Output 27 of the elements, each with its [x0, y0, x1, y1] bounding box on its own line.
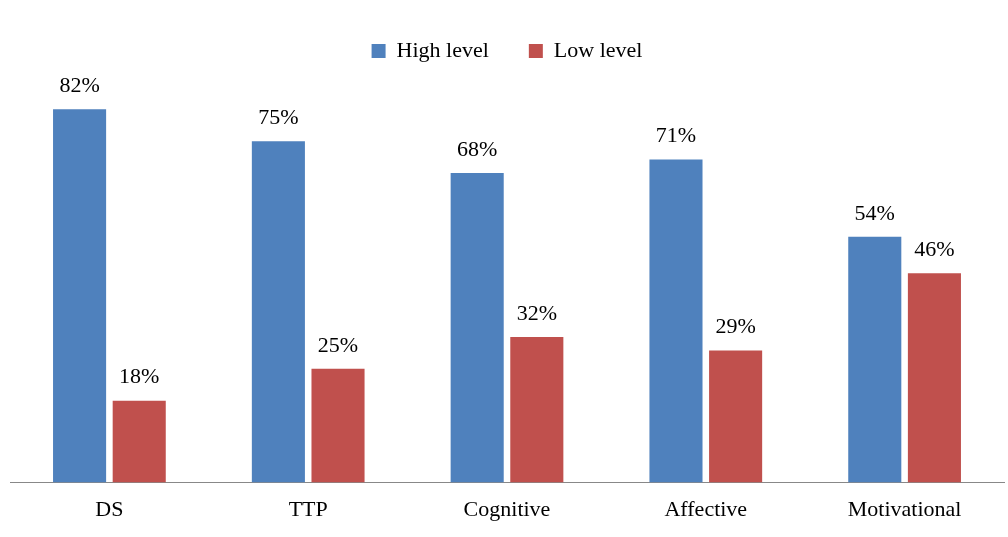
bar: [848, 236, 902, 483]
legend-label: Low level: [553, 36, 643, 62]
data-label: 54%: [854, 199, 895, 225]
data-label: 71%: [655, 122, 697, 148]
x-tick-label: TTP: [288, 495, 328, 521]
bar: [907, 273, 961, 483]
bar: [709, 350, 763, 483]
data-label: 32%: [516, 299, 557, 325]
x-tick-label: Motivational: [847, 495, 962, 521]
x-tick-label: DS: [95, 495, 124, 521]
data-label: 25%: [317, 331, 359, 357]
data-label: 82%: [59, 72, 100, 98]
data-label: 18%: [119, 363, 160, 389]
data-label: 68%: [457, 135, 498, 161]
bar: [450, 173, 504, 483]
data-label: 46%: [914, 235, 955, 261]
data-label: 75%: [258, 103, 299, 129]
x-tick-label: Affective: [664, 495, 748, 521]
bar: [112, 400, 166, 483]
bar: [649, 159, 703, 483]
bar: [510, 336, 564, 483]
bar: [251, 141, 305, 483]
bar: [53, 109, 107, 483]
bar: [311, 368, 365, 483]
data-label: 29%: [715, 313, 756, 339]
x-tick-label: Cognitive: [463, 495, 551, 521]
legend-label: High level: [396, 36, 489, 62]
